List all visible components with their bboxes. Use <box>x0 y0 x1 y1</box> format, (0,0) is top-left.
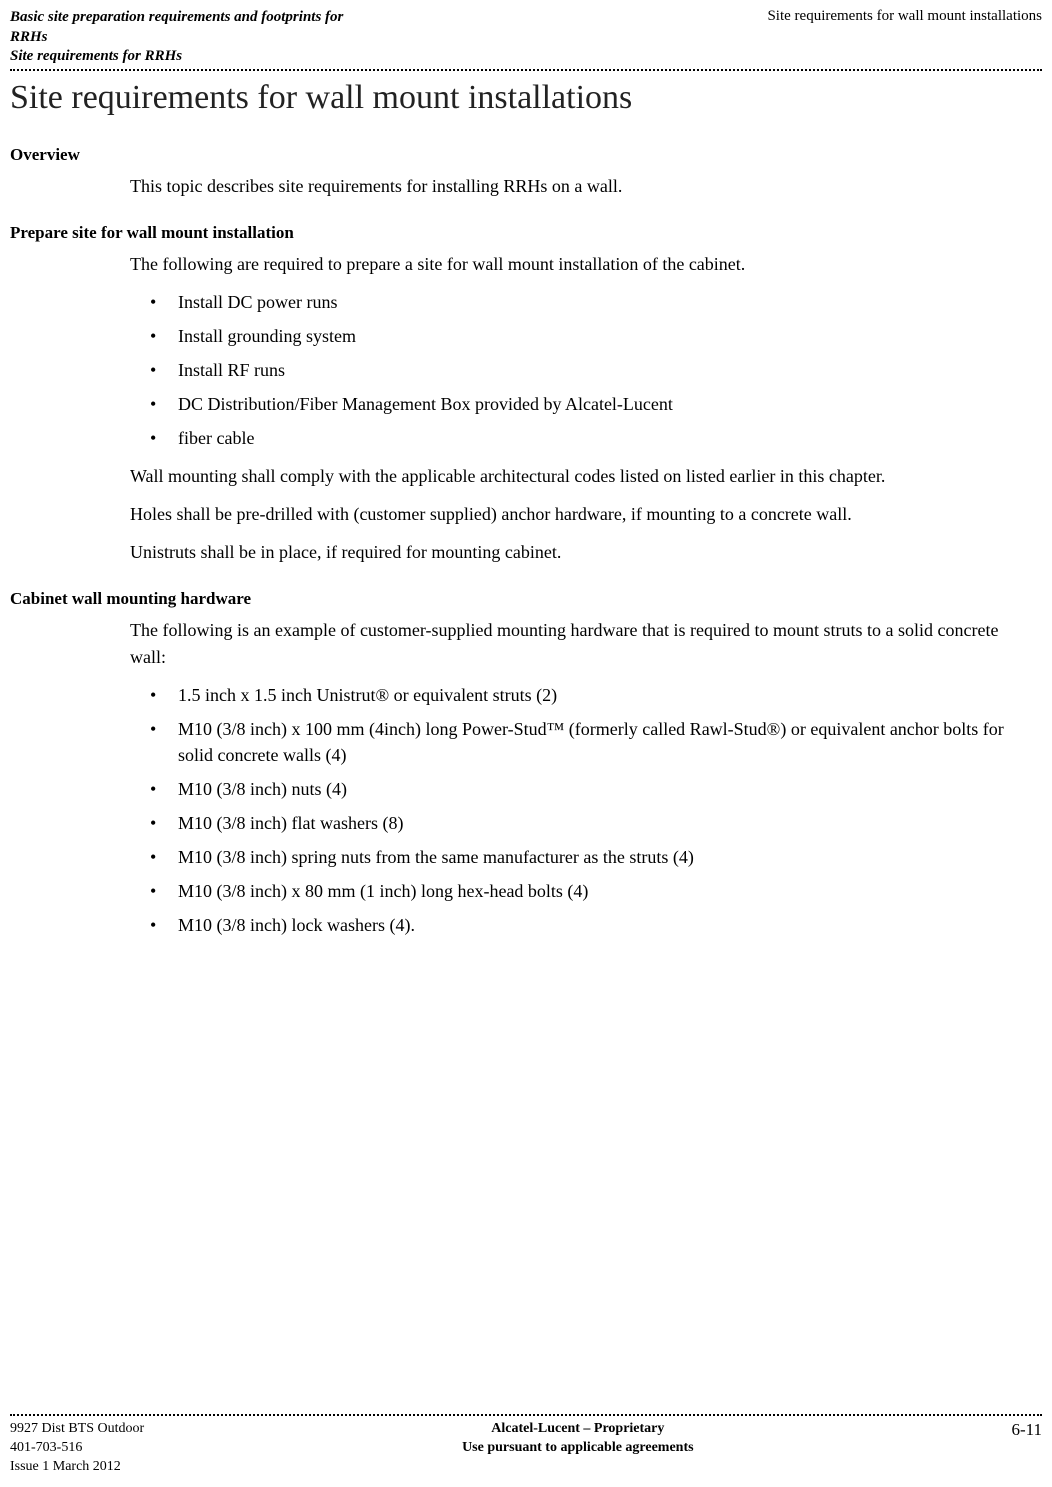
footer-center-line2: Use pursuant to applicable agreements <box>462 1439 694 1458</box>
section-overview: Overview This topic describes site requi… <box>0 145 1052 199</box>
header-left-line3: Site requirements for RRHs <box>10 47 343 67</box>
hardware-list: 1.5 inch x 1.5 inch Unistrut® or equival… <box>0 682 1052 939</box>
footer-divider <box>10 1414 1042 1416</box>
prepare-heading: Prepare site for wall mount installation <box>0 223 1052 243</box>
footer-left-line2: 401-703-516 <box>10 1439 144 1458</box>
list-item: M10 (3/8 inch) x 80 mm (1 inch) long hex… <box>150 878 1032 904</box>
header-left: Basic site preparation requirements and … <box>10 8 343 67</box>
list-item: DC Distribution/Fiber Management Box pro… <box>150 391 1032 417</box>
list-item: Install RF runs <box>150 357 1032 383</box>
page-header: Basic site preparation requirements and … <box>0 0 1052 67</box>
header-divider <box>10 69 1042 71</box>
footer-left-line3: Issue 1 March 2012 <box>10 1458 144 1477</box>
overview-heading: Overview <box>0 145 1052 165</box>
list-item: M10 (3/8 inch) flat washers (8) <box>150 810 1032 836</box>
list-item: fiber cable <box>150 425 1032 451</box>
page-footer: 9927 Dist BTS Outdoor 401-703-516 Issue … <box>0 1414 1052 1477</box>
prepare-para1: Wall mounting shall comply with the appl… <box>0 463 1052 489</box>
footer-left: 9927 Dist BTS Outdoor 401-703-516 Issue … <box>10 1420 144 1477</box>
page-title: Site requirements for wall mount install… <box>0 79 1052 117</box>
list-item: M10 (3/8 inch) x 100 mm (4inch) long Pow… <box>150 716 1032 768</box>
hardware-heading: Cabinet wall mounting hardware <box>0 589 1052 609</box>
overview-text: This topic describes site requirements f… <box>0 173 1052 199</box>
list-item: Install DC power runs <box>150 289 1032 315</box>
list-item: M10 (3/8 inch) spring nuts from the same… <box>150 844 1032 870</box>
footer-center-line1: Alcatel-Lucent – Proprietary <box>462 1420 694 1439</box>
section-hardware: Cabinet wall mounting hardware The follo… <box>0 589 1052 938</box>
prepare-list: Install DC power runs Install grounding … <box>0 289 1052 451</box>
hardware-intro: The following is an example of customer-… <box>0 617 1052 669</box>
prepare-para3: Unistruts shall be in place, if required… <box>0 539 1052 565</box>
section-prepare: Prepare site for wall mount installation… <box>0 223 1052 566</box>
footer-row: 9927 Dist BTS Outdoor 401-703-516 Issue … <box>10 1420 1042 1477</box>
header-left-line1: Basic site preparation requirements and … <box>10 8 343 28</box>
list-item: Install grounding system <box>150 323 1032 349</box>
page-number: 6-11 <box>1011 1420 1042 1440</box>
header-left-line2: RRHs <box>10 28 343 48</box>
footer-left-line1: 9927 Dist BTS Outdoor <box>10 1420 144 1439</box>
footer-center: Alcatel-Lucent – Proprietary Use pursuan… <box>462 1420 694 1458</box>
list-item: M10 (3/8 inch) lock washers (4). <box>150 912 1032 938</box>
prepare-intro: The following are required to prepare a … <box>0 251 1052 277</box>
prepare-para2: Holes shall be pre-drilled with (custome… <box>0 501 1052 527</box>
list-item: M10 (3/8 inch) nuts (4) <box>150 776 1032 802</box>
list-item: 1.5 inch x 1.5 inch Unistrut® or equival… <box>150 682 1032 708</box>
header-right: Site requirements for wall mount install… <box>767 8 1042 67</box>
